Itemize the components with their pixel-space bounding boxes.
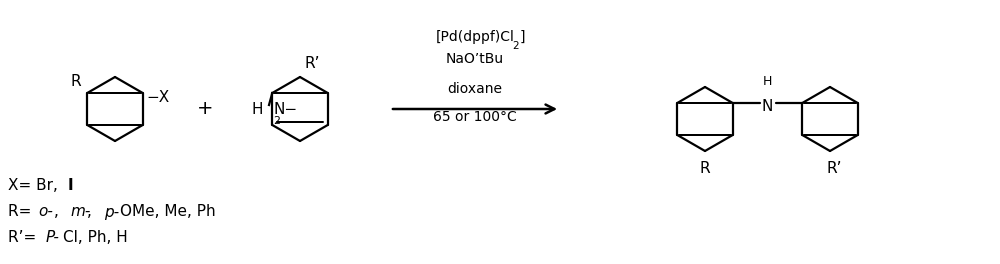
- Text: 2: 2: [512, 41, 519, 51]
- Text: ,: ,: [54, 205, 64, 219]
- Text: ,: ,: [87, 205, 97, 219]
- Text: m-: m-: [71, 205, 91, 219]
- Text: o-: o-: [38, 205, 53, 219]
- Text: −X: −X: [147, 91, 170, 106]
- Text: ]: ]: [520, 30, 525, 44]
- Text: Rʼ=: Rʼ=: [8, 230, 41, 246]
- Text: dioxane: dioxane: [448, 82, 503, 96]
- Text: Cl, Ph, H: Cl, Ph, H: [63, 230, 128, 246]
- Text: N: N: [762, 98, 773, 114]
- Text: I: I: [68, 178, 74, 194]
- Text: H: H: [252, 101, 263, 116]
- Text: [Pd(dppf)Cl: [Pd(dppf)Cl: [436, 30, 514, 44]
- Text: Rʼ: Rʼ: [304, 56, 320, 71]
- Text: p-: p-: [104, 205, 119, 219]
- Text: R: R: [700, 161, 710, 176]
- Text: OMe, Me, Ph: OMe, Me, Ph: [120, 205, 216, 219]
- Text: X= Br,: X= Br,: [8, 178, 63, 194]
- Text: 2: 2: [274, 116, 280, 125]
- Text: NaO’tBu: NaO’tBu: [446, 52, 504, 66]
- Text: N−: N−: [274, 101, 298, 116]
- Text: R=: R=: [8, 205, 36, 219]
- Text: +: +: [197, 100, 213, 119]
- Text: R: R: [71, 74, 81, 89]
- Text: 65 or 100°C: 65 or 100°C: [433, 110, 517, 124]
- Text: H: H: [763, 75, 772, 88]
- Text: P-: P-: [46, 230, 60, 246]
- Text: Rʼ: Rʼ: [826, 161, 842, 176]
